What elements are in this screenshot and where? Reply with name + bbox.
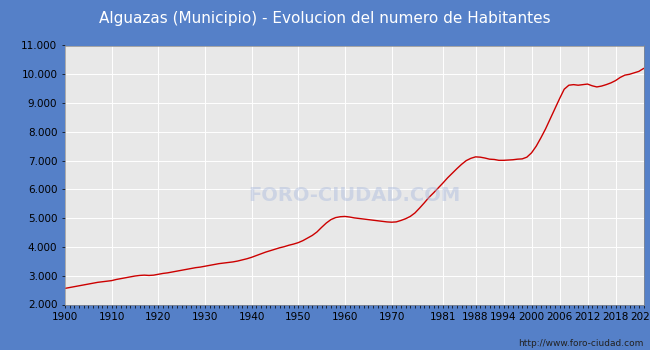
Text: FORO-CIUDAD.COM: FORO-CIUDAD.COM bbox=[248, 186, 460, 205]
Text: Alguazas (Municipio) - Evolucion del numero de Habitantes: Alguazas (Municipio) - Evolucion del num… bbox=[99, 11, 551, 26]
Text: http://www.foro-ciudad.com: http://www.foro-ciudad.com bbox=[518, 339, 644, 348]
